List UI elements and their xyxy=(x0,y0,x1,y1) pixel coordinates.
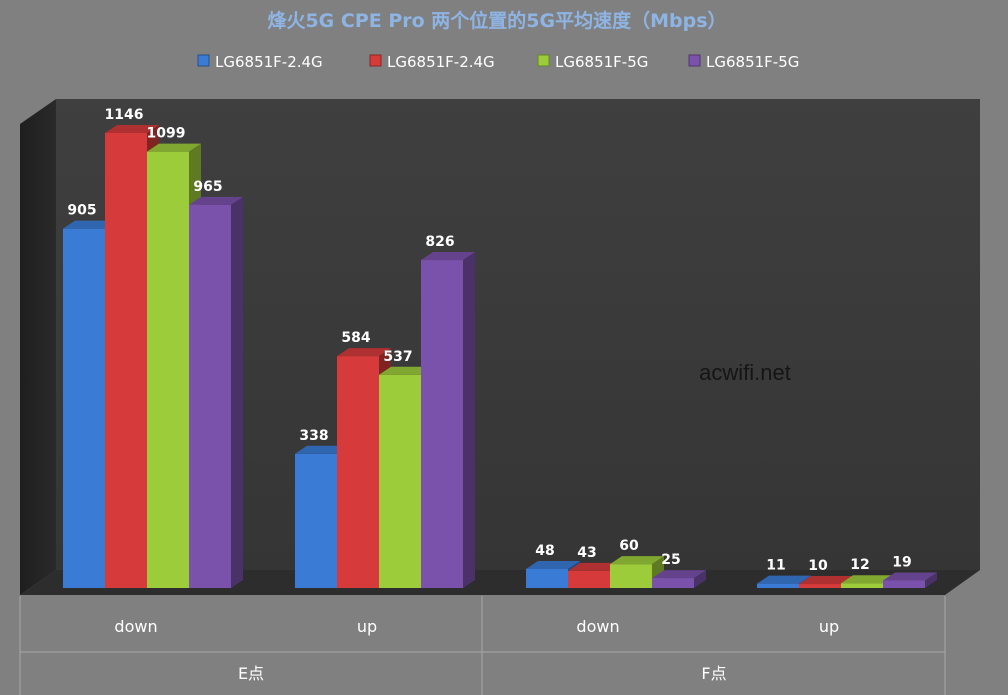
bar-front xyxy=(652,578,694,588)
bar-2-4 xyxy=(421,252,475,589)
bar-front xyxy=(568,570,610,588)
bar-front xyxy=(147,151,189,588)
category-label: up xyxy=(819,617,839,636)
bar-front xyxy=(799,584,841,588)
legend-label: LG6851F-2.4G xyxy=(215,53,323,71)
legend-label: LG6851F-5G xyxy=(555,53,648,71)
data-label: 1146 xyxy=(105,107,144,123)
chart-back-wall xyxy=(56,99,980,570)
bar-front xyxy=(189,204,231,588)
bar-front xyxy=(421,260,463,588)
bar-front xyxy=(757,583,799,588)
legend: LG6851F-2.4G LG6851F-2.4G LG6851F-5G LG6851… xyxy=(197,53,799,71)
bar-4-4 xyxy=(883,572,937,588)
category-label: down xyxy=(114,617,157,636)
chart-floor xyxy=(20,570,980,595)
data-label: 48 xyxy=(535,543,554,559)
data-label: 965 xyxy=(193,179,222,195)
group-label: F点 xyxy=(701,664,726,683)
bar-top xyxy=(841,575,895,584)
bar-top xyxy=(883,572,937,581)
bars: 905 338 48 11 1146 584 43 10 1099 537 60 12 965 826 25… xyxy=(63,107,937,589)
category-label: down xyxy=(576,617,619,636)
chart-title: 烽火5G CPE Pro 两个位置的5G平均速度（Mbps） xyxy=(267,9,726,32)
legend-swatch xyxy=(197,54,210,67)
bar-top xyxy=(526,560,580,569)
bar-1-4 xyxy=(189,196,243,588)
watermark: acwifi.net xyxy=(699,360,791,385)
legend-label: LG6851F-5G xyxy=(706,53,799,71)
bar-front xyxy=(295,453,337,588)
bar-top xyxy=(189,196,243,205)
legend-item-1: LG6851F-2.4G xyxy=(197,53,323,71)
legend-label: LG6851F-2.4G xyxy=(387,53,495,71)
data-label: 11 xyxy=(766,558,785,574)
bar-3-4 xyxy=(652,570,706,588)
bar-front xyxy=(379,374,421,588)
bar-front xyxy=(883,580,925,588)
bar-front xyxy=(610,564,652,588)
data-label: 905 xyxy=(67,203,96,219)
bar-top xyxy=(757,575,811,584)
bar-top xyxy=(337,348,391,357)
data-label: 19 xyxy=(892,554,911,570)
bar-top xyxy=(610,556,664,565)
data-label: 10 xyxy=(808,558,828,574)
bar-top xyxy=(295,445,349,454)
bar-side xyxy=(694,570,706,588)
bar-top xyxy=(379,366,433,375)
category-labels: down up down up E点 F点 xyxy=(114,617,839,683)
legend-item-2: LG6851F-2.4G xyxy=(369,53,495,71)
bar-front xyxy=(105,133,147,588)
legend-swatch xyxy=(537,54,550,67)
legend-swatch xyxy=(688,54,701,67)
bar-side xyxy=(231,196,243,588)
data-label: 584 xyxy=(341,330,370,346)
legend-swatch xyxy=(369,54,382,67)
bar-top xyxy=(147,143,201,152)
category-label: up xyxy=(357,617,377,636)
data-label: 537 xyxy=(383,349,412,365)
bar-top xyxy=(652,570,706,579)
data-label: 43 xyxy=(577,545,596,561)
bar-side xyxy=(925,572,937,588)
group-label: E点 xyxy=(238,664,264,683)
data-label: 1099 xyxy=(147,126,186,142)
category-table xyxy=(19,596,946,695)
bar-front xyxy=(526,568,568,588)
bar-front xyxy=(63,228,105,588)
chart-side-wall xyxy=(20,99,56,595)
data-label: 12 xyxy=(850,557,869,573)
data-label: 826 xyxy=(425,234,454,250)
data-label: 338 xyxy=(299,428,328,444)
bar-top xyxy=(568,562,622,571)
bar-top xyxy=(799,576,853,585)
data-label: 60 xyxy=(619,538,639,554)
legend-item-3: LG6851F-5G xyxy=(537,53,648,71)
bar-front xyxy=(337,356,379,588)
data-label: 25 xyxy=(661,552,680,568)
bar-front xyxy=(841,583,883,588)
legend-item-4: LG6851F-5G xyxy=(688,53,799,71)
bar-side xyxy=(463,252,475,589)
bar-top xyxy=(105,125,159,133)
bar-top xyxy=(421,252,475,261)
bar-top xyxy=(63,220,117,229)
